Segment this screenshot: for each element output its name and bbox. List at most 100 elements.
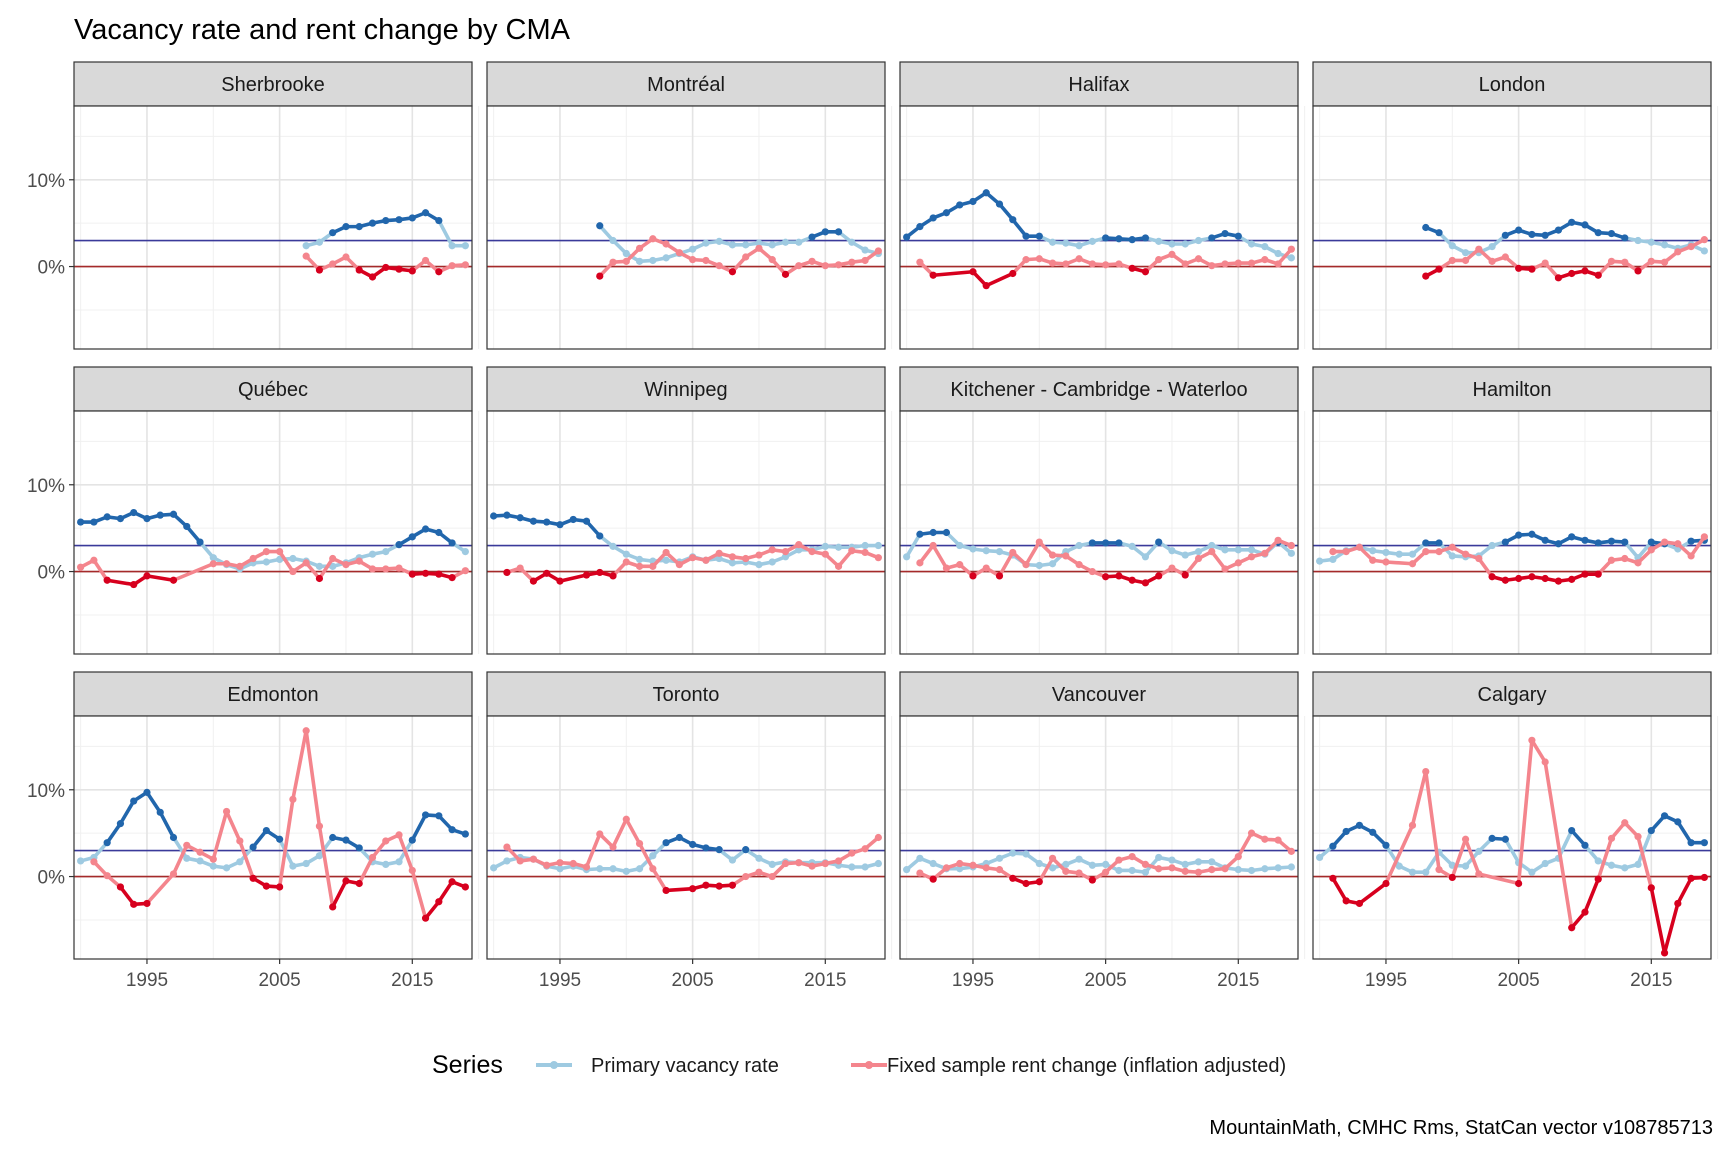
vacancy-point	[315, 852, 324, 860]
vacancy-point	[768, 241, 776, 249]
vacancy-point	[715, 846, 723, 854]
vacancy-point	[448, 826, 456, 834]
rent-line-segment	[1357, 881, 1388, 906]
rent-point	[834, 857, 843, 865]
vacancy-point	[1155, 538, 1163, 546]
rent-point	[596, 272, 604, 280]
vacancy-point	[874, 541, 882, 550]
vacancy-point	[355, 223, 363, 231]
vacancy-point	[490, 864, 498, 872]
vacancy-point	[795, 238, 803, 246]
rent-line-segment	[397, 833, 415, 873]
rent-point	[768, 546, 776, 554]
rent-point	[1581, 908, 1589, 916]
rent-point	[1048, 259, 1057, 267]
rent-point	[1075, 869, 1083, 877]
vacancy-point	[942, 528, 951, 537]
facet-panel: Québec 0% 10%	[27, 366, 480, 655]
vacancy-point	[662, 839, 670, 847]
rent-point	[249, 554, 257, 563]
rent-point	[302, 252, 310, 260]
vacancy-point	[1261, 242, 1269, 251]
vacancy-point	[1568, 218, 1576, 226]
facet-strip-label: Halifax	[1068, 74, 1129, 96]
rent-point	[1088, 567, 1096, 576]
vacancy-point	[569, 515, 577, 524]
vacancy-point	[382, 216, 390, 225]
vacancy-point	[942, 209, 951, 217]
vacancy-point	[702, 239, 710, 247]
rent-point	[143, 572, 151, 580]
vacancy-point	[1581, 536, 1589, 544]
vacancy-point	[1554, 226, 1563, 234]
vacancy-point	[649, 852, 657, 860]
rent-point	[1594, 271, 1602, 279]
rent-line-segment	[145, 574, 176, 583]
vacancy-point	[1234, 232, 1242, 240]
rent-point	[848, 547, 856, 555]
rent-point	[596, 568, 604, 577]
rent-point	[448, 262, 456, 270]
x-tick-label: 1995	[952, 970, 994, 991]
rent-point	[622, 257, 630, 265]
rent-line-segment	[1477, 872, 1521, 886]
rent-line-segment	[1543, 760, 1574, 930]
rent-point	[1647, 546, 1655, 554]
vacancy-point	[1621, 538, 1629, 546]
panel-border	[899, 105, 1299, 350]
rent-point	[1634, 559, 1642, 567]
rent-point	[236, 562, 244, 570]
rent-point	[689, 885, 697, 893]
rent-point	[1700, 533, 1708, 541]
vacancy-point	[1247, 866, 1256, 875]
vacancy-point	[130, 797, 138, 805]
rent-point	[1408, 560, 1417, 568]
rent-point	[768, 872, 776, 881]
rent-line-segment	[1649, 886, 1667, 955]
rent-point	[1088, 876, 1096, 884]
rent-point	[329, 554, 337, 563]
facet-panel: Hamilton	[1312, 366, 1719, 655]
vacancy-point	[1408, 550, 1417, 558]
rent-point	[302, 559, 310, 567]
rent-line-segment	[1037, 856, 1055, 884]
rent-point	[635, 562, 644, 570]
rent-point	[249, 874, 257, 882]
vacancy-point	[635, 555, 644, 564]
legend-key-rent-point	[865, 1061, 873, 1069]
vacancy-point	[1568, 533, 1576, 541]
rent-point	[342, 561, 350, 569]
rent-point	[1009, 548, 1017, 557]
vacancy-point	[116, 515, 125, 523]
vacancy-point	[929, 528, 937, 537]
rent-point	[1287, 245, 1295, 253]
facet-strip-label: Calgary	[1478, 684, 1547, 706]
vacancy-point	[622, 550, 630, 558]
rent-point	[861, 845, 869, 853]
vacancy-point	[1194, 858, 1203, 866]
rent-point	[1234, 559, 1242, 567]
rent-point	[702, 881, 710, 889]
rent-point	[916, 869, 924, 877]
vacancy-point	[755, 239, 763, 247]
panel-border	[486, 410, 886, 655]
rent-point	[289, 795, 297, 803]
rent-line-segment	[145, 872, 176, 906]
vacancy-point	[1395, 862, 1403, 870]
rent-point	[262, 882, 270, 890]
vacancy-point	[742, 241, 750, 249]
rent-point	[543, 569, 551, 577]
rent-point	[1621, 819, 1629, 827]
x-tick-label: 2015	[1630, 970, 1672, 991]
vacancy-point	[1194, 236, 1203, 245]
rent-point	[662, 240, 670, 248]
rent-point	[1128, 264, 1136, 272]
rent-point	[1247, 553, 1256, 561]
rent-point	[1687, 242, 1695, 251]
facet-panel: London	[1312, 61, 1719, 350]
rent-point	[1208, 547, 1216, 556]
rent-point	[1329, 547, 1337, 556]
rent-line-segment	[1410, 769, 1428, 828]
vacancy-point	[1128, 542, 1136, 550]
facet-strip-label: Hamilton	[1473, 379, 1552, 401]
